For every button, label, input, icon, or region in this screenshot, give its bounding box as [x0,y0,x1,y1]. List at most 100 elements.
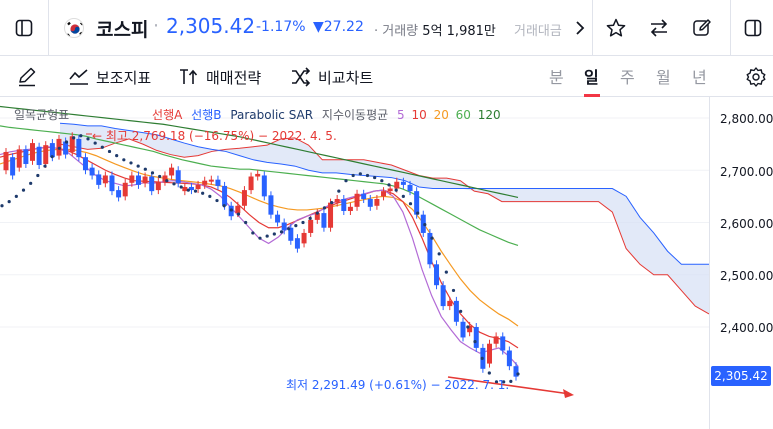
psar-dot [244,220,248,225]
divider [730,0,731,56]
candle-body [149,176,155,192]
swap-arrows-icon [650,19,668,37]
candle-body [129,175,135,183]
edit-button[interactable] [690,16,714,40]
legend-ma-20: 20 [433,108,449,122]
candle-body [467,325,473,333]
candle-body [116,190,122,198]
sidebar-toggle-button[interactable] [12,16,36,40]
favorite-button[interactable] [604,16,628,40]
psar-dot [208,194,212,198]
legend-ichimoku: 일목균형표 [14,108,70,122]
candle-body [434,264,440,286]
period-year[interactable]: 년 [692,68,707,87]
indicator-chart-icon [69,69,88,85]
candle-body [308,219,314,233]
psar-dot [43,164,47,168]
candle-body [447,300,453,307]
psar-dot [459,309,463,313]
indicator-legend[interactable]: 일목균형표 선행A 선행B Parabolic SAR 지수이동평균 5 10 … [14,106,506,123]
psar-dot [129,161,133,165]
psar-dot [158,174,162,179]
psar-dot [401,194,405,198]
candle-body [23,149,29,164]
candle-body [89,167,95,176]
psar-dot [272,232,276,236]
expand-info-button[interactable] [572,18,588,38]
psar-dot [136,164,140,168]
candle-body [162,175,168,182]
candle-body [96,174,102,185]
candle-body [493,336,499,344]
trade-strategy-button[interactable]: 매매전략 [178,64,261,90]
candle-body [235,205,241,214]
legend-span-b: 선행B [191,108,222,122]
symbol-header: 코스피 · 2,305.42 -1.17% ▼27.22 · 거래량 5억 1,… [0,0,773,56]
psar-dot [430,236,434,240]
candle-body [407,184,413,192]
change-absolute: ▼27.22 [313,19,364,35]
candle-body [453,300,459,322]
settings-button[interactable] [744,65,768,89]
indicators-button[interactable]: 보조지표 [68,64,151,90]
psar-dot [100,145,104,149]
candle-body [215,179,221,186]
candle-body [473,327,479,348]
right-panel-toggle-button[interactable] [741,16,765,40]
period-month[interactable]: 월 [656,68,671,87]
y-tick-label: 2,800.00 [720,112,773,126]
psar-dot [416,211,420,215]
psar-dot [21,188,26,192]
psar-dot [287,227,291,231]
symbol-name[interactable]: 코스피 [96,19,149,41]
legend-ma-5: 5 [396,108,405,122]
price-chart[interactable] [0,97,773,429]
change-percent: -1.17% [256,19,306,35]
candle-body [414,191,420,215]
period-day[interactable]: 일 [584,68,599,87]
y-tick-label: 2,500.00 [720,269,773,283]
candle-body [314,213,320,220]
psar-dot [502,380,506,384]
candle-body [248,176,254,191]
psar-dot [351,173,355,178]
psar-dot [0,204,4,208]
candle-body [16,149,22,168]
psar-dot [516,372,520,376]
legend-ma-10: 10 [411,108,427,122]
psar-dot [172,182,176,186]
period-minute[interactable]: 분 [549,68,564,87]
legend-ma-120: 120 [477,108,501,122]
switch-symbol-button[interactable] [646,16,672,40]
period-week[interactable]: 주 [620,68,635,87]
psar-dot [408,202,413,206]
psar-dot [258,236,262,240]
psar-dot [251,231,255,235]
psar-dot [236,212,241,216]
y-tick-label: 2,400.00 [720,321,773,335]
psar-dot [487,371,491,375]
psar-dot [86,137,90,141]
drawing-tool-button[interactable] [14,64,40,90]
candle-body [341,198,347,212]
psar-dot [301,220,305,225]
psar-dot [36,173,40,178]
ichimoku-cloud [60,123,709,314]
candle-body [294,238,300,249]
indicators-label: 보조지표 [96,68,152,87]
volume-value: 5억 1,981만 [422,24,496,39]
psar-dot [279,230,284,234]
psar-dot [165,179,169,183]
low-price-annotation: 최저 2,291.49 (+0.61%) − 2022. 7. 1. [286,378,510,392]
candle-body [69,136,75,152]
candle-body [49,143,55,158]
candle-body [374,198,380,206]
candle-body [281,222,287,231]
separator-dot: · [153,15,160,37]
psar-dot [394,188,398,192]
compare-chart-button[interactable]: 비교차트 [290,64,373,90]
psar-dot [222,204,226,208]
candle-body [301,232,307,244]
candle-body [387,188,393,192]
candle-body [334,198,340,203]
